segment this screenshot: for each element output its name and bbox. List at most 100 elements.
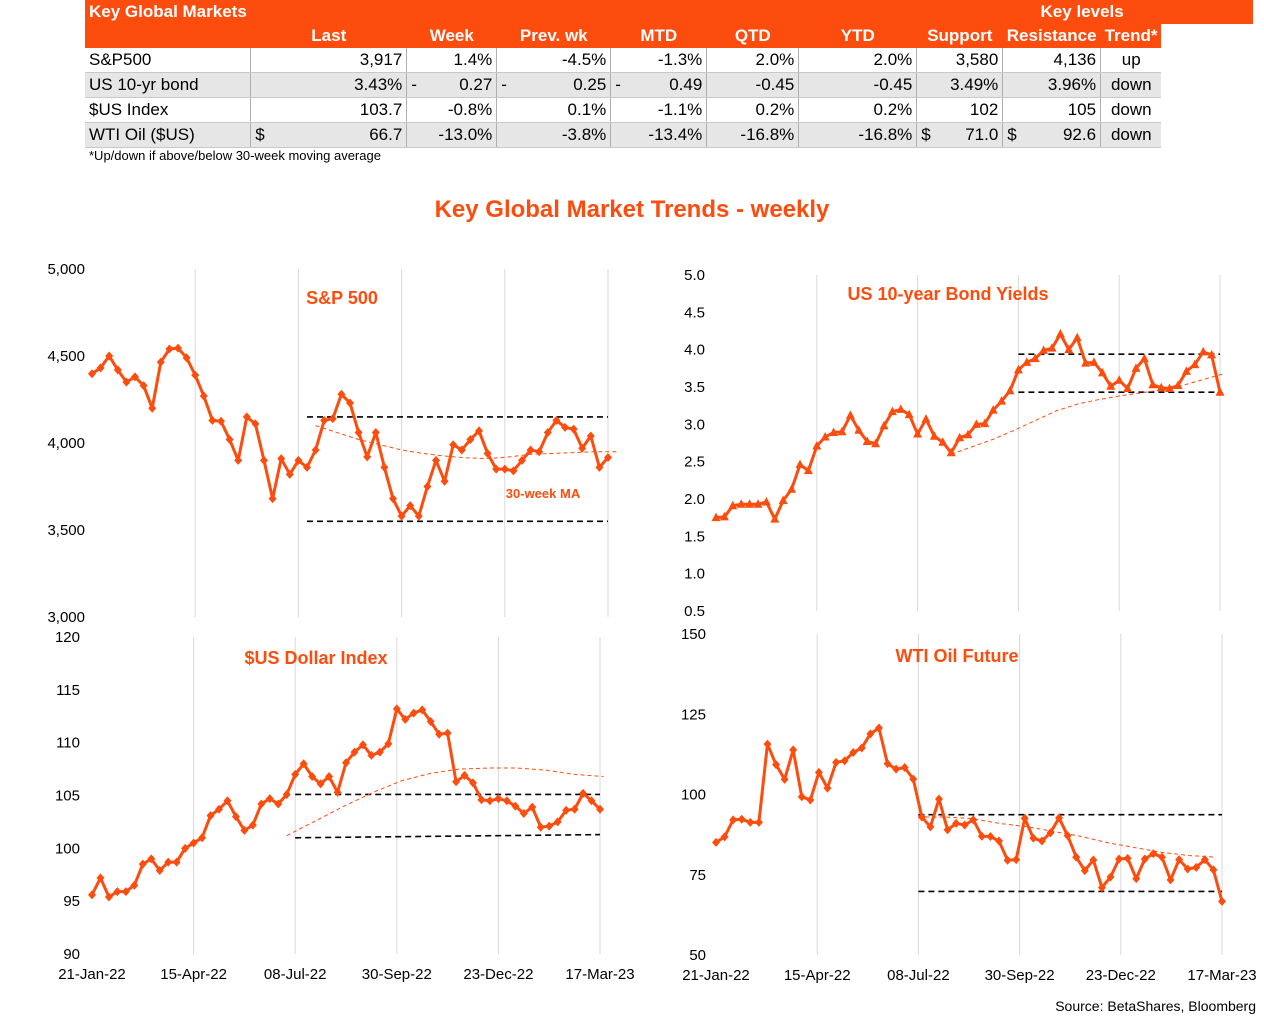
key-markets-table: Key Global Markets Key levels Last Week Prev… [85,0,1254,148]
data-point-marker [342,758,350,768]
cell-mtd: -13.4% [610,122,708,148]
data-point-marker [1148,379,1158,389]
data-point-marker [1047,343,1057,352]
data-point-marker [963,429,973,439]
data-point-marker [104,892,113,902]
data-point-marker [401,714,410,724]
data-point-marker [426,717,435,727]
data-point-marker [371,428,380,438]
data-point-marker [1072,852,1081,862]
data-point-marker [248,820,257,830]
chart-title: US 10-year Bond Yields [847,284,1048,304]
moving-average-line [315,425,617,460]
data-point-marker [862,436,872,446]
data-point-marker [231,812,240,822]
data-point-marker [113,365,122,375]
series-line [715,726,1224,902]
data-point-marker [380,462,389,472]
cell-value: 0.25 [573,75,607,94]
table-row: $US Index 103.7 -0.8% 0.1% -1.1% 0.2% 0.2% 102 1… [85,97,1253,123]
header-blank [706,0,799,24]
data-point-marker [199,391,208,401]
data-point-marker [535,447,544,457]
data-point-marker [587,796,596,806]
cell-prefix: - [615,75,621,94]
data-point-marker [165,344,174,354]
data-point-marker [466,435,475,445]
cell-prefix: - [411,75,417,94]
data-point-marker [955,432,965,442]
data-point-marker [443,728,452,738]
data-point-marker [251,419,260,429]
data-point-marker [553,817,562,827]
data-point-marker [823,783,832,793]
data-point-marker [579,788,588,798]
data-point-marker [1183,864,1192,874]
cell-resistance: 3.96% [1002,72,1102,98]
data-point-marker [1166,875,1175,885]
data-point-marker [1165,383,1175,392]
data-point-marker [820,432,830,441]
data-point-marker [208,415,217,425]
y-tick-label: 150 [681,626,706,643]
cell-prefix: - [501,75,507,94]
data-point-marker [866,729,875,739]
data-point-marker [414,511,423,521]
data-point-marker [763,739,772,749]
data-point-marker [367,750,376,760]
data-point-marker [440,476,449,486]
cell-prev: 0.1% [496,97,612,123]
y-tick-label: 1.0 [684,566,705,583]
header-blank [916,0,1003,24]
table-footnote: *Up/down if above/below 30-week moving a… [89,148,381,163]
data-point-marker [753,499,763,508]
data-point-marker [397,511,406,521]
data-point-marker [500,464,509,474]
data-point-marker [728,500,738,510]
data-point-marker [1123,383,1133,392]
data-point-marker [268,494,277,504]
y-tick-label: 90 [63,946,80,963]
data-point-marker [1030,353,1040,363]
data-point-marker [543,428,552,438]
data-point-marker [485,796,494,806]
data-point-marker [96,363,105,373]
data-point-marker [971,419,981,428]
data-point-marker [519,808,528,818]
y-tick-label: 5,000 [47,261,85,278]
data-point-marker [1005,385,1015,395]
data-point-marker [234,455,243,465]
data-point-marker [1123,853,1132,863]
y-tick-label: 105 [55,788,80,805]
y-tick-label: 4.0 [684,342,705,359]
data-point-marker [96,873,105,883]
data-point-marker [1215,387,1225,396]
table-title: Key Global Markets [85,0,251,24]
data-point-marker [719,511,729,521]
data-point-marker [874,723,883,733]
data-point-marker [1218,896,1226,906]
chart-0: 3,000 3,500 4,000 4,500 5,000 S&P 500 30-week … [47,261,617,626]
cell-qtd: -16.8% [706,122,800,148]
data-point-marker [879,420,889,430]
y-tick-label: 3.5 [684,379,705,396]
data-point-marker [1080,866,1089,876]
cell-qtd: 0.2% [706,97,800,123]
data-point-marker [139,381,148,391]
y-tick-label: 3,500 [47,522,85,539]
data-point-marker [449,440,458,450]
header-blank [1161,0,1254,24]
row-name: $US Index [85,97,252,123]
x-tick-label: 23-Dec-22 [463,966,533,983]
data-point-marker [389,494,397,504]
data-point-marker [240,825,249,835]
data-point-marker [354,428,363,438]
row-name: WTI Oil ($US) [85,122,252,148]
data-point-marker [857,743,866,753]
data-point-marker [832,757,841,767]
data-point-marker [511,801,520,811]
data-point-marker [1140,854,1149,864]
x-tick-label: 30-Sep-22 [362,966,432,983]
data-point-marker [1181,366,1191,375]
